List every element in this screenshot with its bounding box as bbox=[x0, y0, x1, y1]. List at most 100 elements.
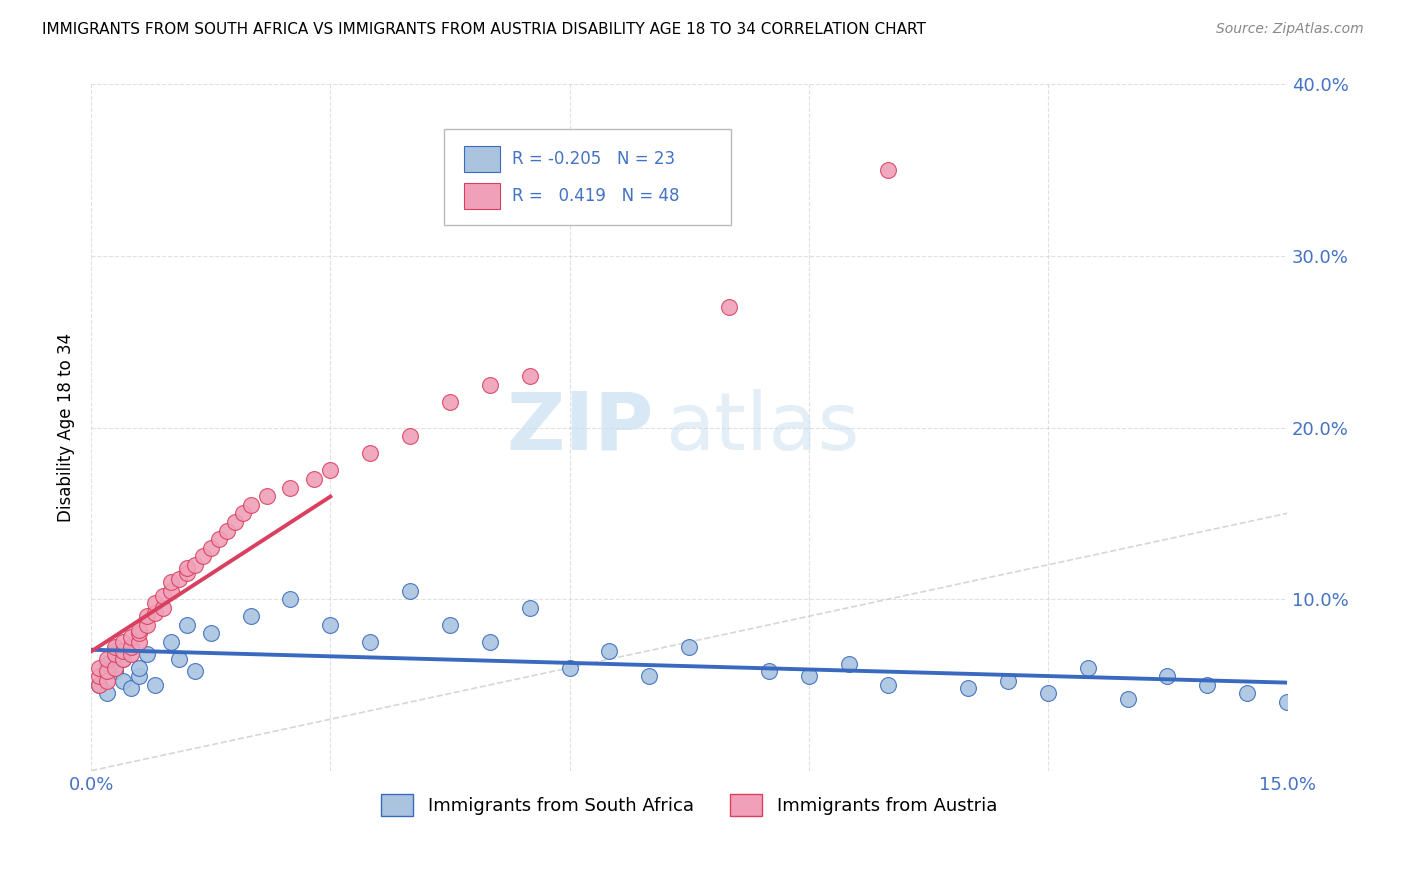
Point bbox=[877, 163, 900, 178]
Point bbox=[200, 541, 222, 555]
Point bbox=[439, 394, 461, 409]
Point bbox=[239, 498, 262, 512]
Point bbox=[104, 661, 127, 675]
Point bbox=[280, 592, 302, 607]
Point bbox=[191, 549, 214, 564]
Point bbox=[319, 618, 342, 632]
Point bbox=[717, 301, 740, 315]
Point bbox=[96, 657, 118, 672]
Point bbox=[1197, 678, 1219, 692]
Point bbox=[176, 566, 198, 581]
Point bbox=[96, 664, 118, 678]
Point bbox=[120, 681, 142, 696]
Point bbox=[136, 618, 159, 632]
Point bbox=[208, 532, 231, 546]
Point bbox=[112, 643, 135, 657]
Point bbox=[160, 635, 183, 649]
Point bbox=[143, 606, 166, 620]
Point bbox=[519, 369, 541, 384]
Point bbox=[128, 623, 150, 637]
Point bbox=[112, 674, 135, 689]
Point bbox=[319, 463, 342, 477]
Point bbox=[215, 524, 238, 538]
Point bbox=[120, 640, 142, 655]
Point bbox=[478, 377, 501, 392]
Point bbox=[758, 664, 780, 678]
Point bbox=[143, 596, 166, 610]
Y-axis label: Disability Age 18 to 34: Disability Age 18 to 34 bbox=[58, 333, 75, 522]
Point bbox=[128, 661, 150, 675]
Point bbox=[104, 643, 127, 657]
Point bbox=[136, 609, 159, 624]
FancyBboxPatch shape bbox=[444, 129, 731, 225]
Point bbox=[112, 635, 135, 649]
Point bbox=[89, 678, 111, 692]
Point bbox=[89, 669, 111, 683]
Point bbox=[838, 657, 860, 672]
Point bbox=[184, 558, 207, 572]
Point bbox=[598, 643, 620, 657]
Point bbox=[558, 661, 581, 675]
Point bbox=[167, 572, 190, 586]
Point bbox=[359, 635, 381, 649]
Point bbox=[1036, 686, 1059, 700]
Point bbox=[1156, 669, 1178, 683]
Point bbox=[128, 626, 150, 640]
Point bbox=[104, 664, 127, 678]
Point bbox=[160, 583, 183, 598]
Point bbox=[167, 652, 190, 666]
Point bbox=[280, 481, 302, 495]
Point bbox=[224, 515, 246, 529]
Point bbox=[136, 647, 159, 661]
Point bbox=[120, 640, 142, 655]
Point bbox=[89, 678, 111, 692]
Point bbox=[89, 661, 111, 675]
Point bbox=[200, 626, 222, 640]
Point bbox=[96, 686, 118, 700]
Point bbox=[176, 618, 198, 632]
Point bbox=[439, 618, 461, 632]
Point bbox=[104, 647, 127, 661]
Point bbox=[112, 652, 135, 666]
Point bbox=[1236, 686, 1258, 700]
Point bbox=[143, 678, 166, 692]
Point bbox=[997, 674, 1019, 689]
Point bbox=[128, 635, 150, 649]
FancyBboxPatch shape bbox=[464, 146, 501, 172]
Point bbox=[96, 674, 118, 689]
Text: Source: ZipAtlas.com: Source: ZipAtlas.com bbox=[1216, 22, 1364, 37]
Point bbox=[1275, 695, 1298, 709]
Point bbox=[112, 652, 135, 666]
Point bbox=[152, 600, 174, 615]
Point bbox=[1077, 661, 1099, 675]
Point bbox=[478, 635, 501, 649]
Point bbox=[797, 669, 820, 683]
Point bbox=[359, 446, 381, 460]
Point bbox=[160, 574, 183, 589]
Text: R = -0.205   N = 23: R = -0.205 N = 23 bbox=[512, 150, 675, 169]
Point bbox=[120, 630, 142, 644]
Point bbox=[1116, 691, 1139, 706]
Point bbox=[120, 647, 142, 661]
Point bbox=[399, 429, 422, 443]
Point bbox=[96, 652, 118, 666]
Point bbox=[519, 600, 541, 615]
Point bbox=[152, 589, 174, 603]
Legend: Immigrants from South Africa, Immigrants from Austria: Immigrants from South Africa, Immigrants… bbox=[374, 787, 1004, 823]
Point bbox=[176, 561, 198, 575]
Point bbox=[184, 664, 207, 678]
Point bbox=[304, 472, 326, 486]
Point bbox=[239, 609, 262, 624]
Text: IMMIGRANTS FROM SOUTH AFRICA VS IMMIGRANTS FROM AUSTRIA DISABILITY AGE 18 TO 34 : IMMIGRANTS FROM SOUTH AFRICA VS IMMIGRAN… bbox=[42, 22, 927, 37]
FancyBboxPatch shape bbox=[464, 183, 501, 210]
Point bbox=[104, 640, 127, 655]
Point bbox=[957, 681, 980, 696]
Point bbox=[678, 640, 700, 655]
Point bbox=[128, 669, 150, 683]
Text: atlas: atlas bbox=[665, 389, 859, 467]
Text: ZIP: ZIP bbox=[506, 389, 654, 467]
Point bbox=[877, 678, 900, 692]
Point bbox=[638, 669, 661, 683]
Point bbox=[399, 583, 422, 598]
Point bbox=[256, 489, 278, 503]
